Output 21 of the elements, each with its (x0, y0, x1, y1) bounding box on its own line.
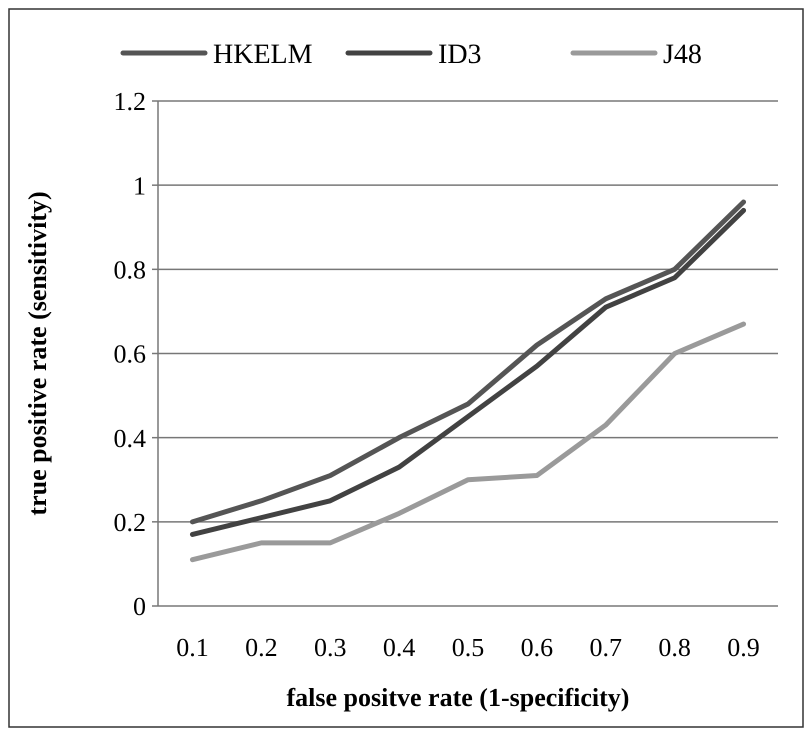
x-tick-label: 0.1 (176, 633, 209, 662)
y-tick-label: 0.6 (114, 340, 146, 369)
x-tick-label: 0.4 (382, 633, 416, 662)
x-tick-label: 0.2 (245, 633, 278, 662)
y-axis-title: true positive rate (sensitivity) (23, 191, 52, 516)
x-tick-label: 0.6 (520, 633, 554, 662)
y-tick-label: 0 (133, 592, 146, 622)
legend-label: ID3 (438, 38, 482, 70)
x-tick-label: 0.8 (658, 633, 691, 662)
y-tick-label: 0.4 (114, 424, 146, 453)
x-axis-title: false positve rate (1-specificity) (286, 683, 630, 712)
y-tick-label: 0.2 (114, 508, 146, 537)
x-tick-label: 0.9 (727, 633, 760, 662)
legend-label: J48 (663, 38, 702, 70)
y-tick-label: 1.2 (114, 87, 146, 116)
x-tick-label: 0.3 (314, 633, 346, 662)
x-tick-label: 0.7 (590, 633, 622, 662)
x-tick-label: 0.5 (452, 633, 484, 662)
y-tick-label: 0.8 (114, 255, 146, 284)
legend-label: HKELM (213, 38, 313, 70)
y-tick-label: 1 (133, 171, 146, 200)
